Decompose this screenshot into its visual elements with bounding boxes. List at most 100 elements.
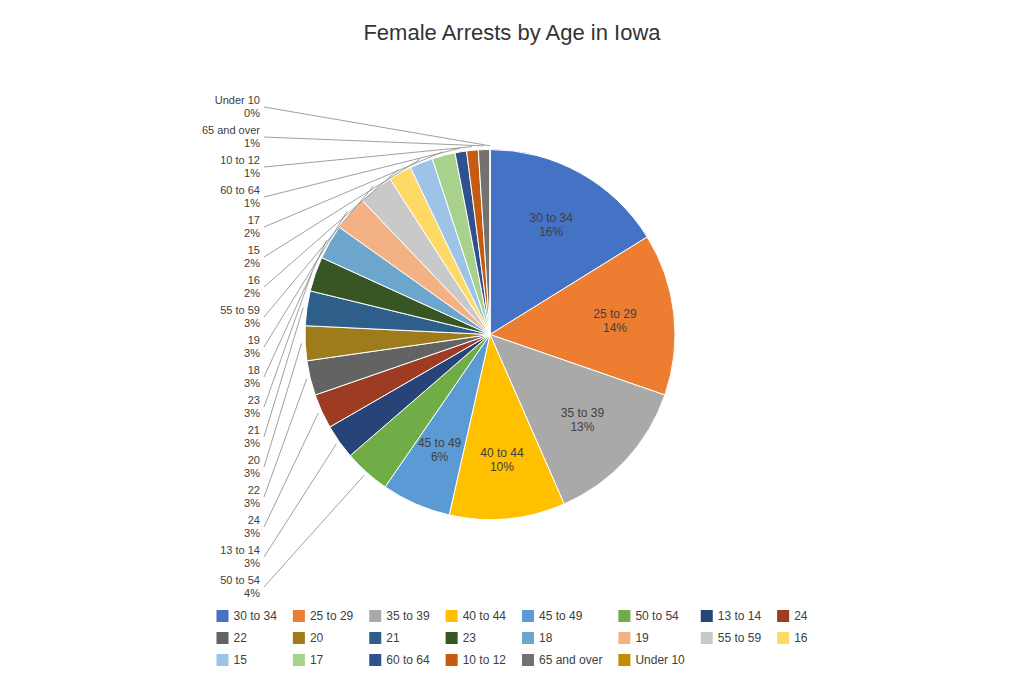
data-label: 162% — [244, 274, 260, 299]
data-label-value: 2% — [244, 257, 260, 269]
legend-label: 10 to 12 — [463, 653, 507, 667]
legend-item: 45 to 49 — [522, 609, 583, 623]
leader-line — [264, 211, 347, 347]
legend-swatch — [522, 632, 534, 644]
legend-label: 20 — [310, 631, 324, 645]
leader-line — [264, 240, 327, 377]
legend-item: 65 and over — [522, 653, 602, 667]
data-label: 152% — [244, 244, 260, 269]
leader-line — [264, 148, 460, 197]
legend-swatch — [701, 632, 713, 644]
legend-label: 19 — [635, 631, 649, 645]
leader-line — [264, 170, 398, 287]
data-label-value: 3% — [244, 317, 260, 329]
data-label: Under 100% — [215, 94, 260, 119]
legend-label: 15 — [234, 653, 248, 667]
legend-item: 17 — [293, 653, 324, 667]
legend-item: 30 to 34 — [217, 609, 278, 623]
legend-item: 40 to 44 — [446, 609, 507, 623]
legend-item: 60 to 64 — [369, 653, 430, 667]
legend-item: 16 — [777, 631, 808, 645]
data-label: 13 to 143% — [220, 544, 260, 569]
data-label-category: 24 — [248, 514, 260, 526]
leader-line — [264, 444, 336, 557]
pie-slice — [490, 150, 491, 335]
data-label: 25 to 2914% — [593, 307, 637, 335]
legend-label: 25 to 29 — [310, 609, 354, 623]
legend-item: 21 — [369, 631, 400, 645]
background — [0, 0, 1024, 683]
data-label-value: 13% — [570, 420, 594, 434]
legend-swatch — [217, 632, 229, 644]
data-label-value: 3% — [244, 377, 260, 389]
data-labels: 30 to 3416%25 to 2914%35 to 3913%40 to 4… — [202, 94, 637, 599]
legend-swatch — [369, 632, 381, 644]
legend-label: 17 — [310, 653, 324, 667]
legend-label: 65 and over — [539, 653, 602, 667]
leader-line — [264, 343, 302, 467]
data-label-category: 21 — [248, 424, 260, 436]
leader-line — [264, 308, 303, 437]
legend-swatch — [217, 610, 229, 622]
leader-line — [264, 273, 312, 407]
legend-item: 55 to 59 — [701, 631, 762, 645]
data-label-category: 50 to 54 — [220, 574, 260, 586]
data-label: 243% — [244, 514, 260, 539]
data-label: 183% — [244, 364, 260, 389]
legend-swatch — [522, 610, 534, 622]
legend-item: 15 — [217, 653, 248, 667]
legend-swatch — [446, 654, 458, 666]
data-label: 233% — [244, 394, 260, 419]
legend-swatch — [369, 610, 381, 622]
data-label-value: 0% — [244, 107, 260, 119]
legend-item: 24 — [777, 609, 808, 623]
data-label-category: 60 to 64 — [220, 184, 260, 196]
legend-label: 55 to 59 — [718, 631, 762, 645]
leader-line — [264, 379, 307, 497]
legend-item: 23 — [446, 631, 477, 645]
legend-swatch — [777, 610, 789, 622]
data-label-category: 17 — [248, 214, 260, 226]
data-label-value: 10% — [490, 460, 514, 474]
data-label-category: 40 to 44 — [480, 446, 524, 460]
data-label-value: 3% — [244, 347, 260, 359]
chart: Female Arrests by Age in Iowa30 to 3425 … — [0, 0, 1024, 683]
data-label: 35 to 3913% — [561, 406, 605, 434]
data-label-category: 45 to 49 — [418, 436, 462, 450]
leader-line — [264, 159, 420, 257]
data-label: 40 to 4410% — [480, 446, 524, 474]
legend-item: 25 to 29 — [293, 609, 354, 623]
data-label: 65 and over1% — [202, 124, 260, 149]
pie-slice — [478, 150, 490, 335]
data-label: 213% — [244, 424, 260, 449]
legend-swatch — [293, 654, 305, 666]
legend-swatch — [369, 654, 381, 666]
data-label-value: 3% — [244, 527, 260, 539]
legend-item: Under 10 — [618, 653, 685, 667]
data-label-category: 25 to 29 — [593, 307, 637, 321]
data-label-value: 3% — [244, 407, 260, 419]
data-label-category: 23 — [248, 394, 260, 406]
legend-label: Under 10 — [635, 653, 685, 667]
leader-line — [264, 186, 373, 317]
leader-line — [264, 475, 364, 587]
data-label-category: 16 — [248, 274, 260, 286]
legend-swatch — [618, 610, 630, 622]
data-label: 203% — [244, 454, 260, 479]
data-label-value: 1% — [244, 137, 260, 149]
legend-label: 18 — [539, 631, 553, 645]
data-label-value: 14% — [603, 321, 627, 335]
legend-item: 18 — [522, 631, 553, 645]
data-label-category: 22 — [248, 484, 260, 496]
legend-item: 19 — [618, 631, 649, 645]
data-label: 223% — [244, 484, 260, 509]
legend-label: 40 to 44 — [463, 609, 507, 623]
legend-item: 35 to 39 — [369, 609, 430, 623]
data-label-category: 55 to 59 — [220, 304, 260, 316]
leader-line — [264, 107, 490, 146]
data-label: 50 to 544% — [220, 574, 260, 599]
data-label-category: 15 — [248, 244, 260, 256]
data-label-category: 13 to 14 — [220, 544, 260, 556]
legend-swatch — [701, 610, 713, 622]
data-label-category: 35 to 39 — [561, 406, 605, 420]
